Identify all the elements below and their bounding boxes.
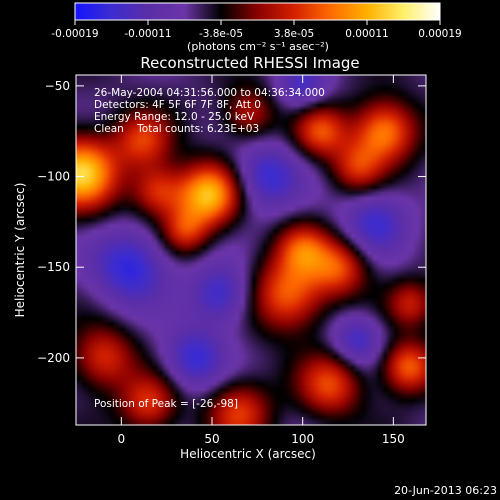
y-tick-label: −100 bbox=[37, 170, 70, 184]
axis-ticks: 0 50 100 150 −50 −100 −150 −200 bbox=[37, 75, 426, 446]
footer-timestamp: 20-Jun-2013 06:23 bbox=[394, 484, 497, 497]
colorbar-tick-label: -3.8e-05 bbox=[199, 28, 243, 40]
x-tick-label: 50 bbox=[204, 432, 219, 446]
colorbar-tick-label: 3.8e-05 bbox=[274, 28, 314, 40]
x-axis-label: Heliocentric X (arcsec) bbox=[180, 447, 316, 461]
annotation-total-counts: Clean Total counts: 6.23E+03 bbox=[94, 123, 259, 135]
colorbar-tick-label: -0.00011 bbox=[124, 28, 171, 40]
annotation-time-range: 26-May-2004 04:31:56.000 to 04:36:34.000 bbox=[94, 87, 325, 99]
chart-title: Reconstructed RHESSI Image bbox=[140, 54, 359, 72]
y-tick-label: −150 bbox=[37, 260, 70, 274]
y-axis-label: Heliocentric Y (arcsec) bbox=[13, 183, 27, 318]
heatmap-image bbox=[76, 75, 426, 425]
annotation-energy-range: Energy Range: 12.0 - 25.0 keV bbox=[94, 111, 255, 123]
colorbar bbox=[74, 2, 441, 21]
colorbar-tick-label: -0.00019 bbox=[51, 28, 98, 40]
colorbar-tick-label: 0.00019 bbox=[418, 28, 461, 40]
colorbar-tick-label: 0.00011 bbox=[345, 28, 388, 40]
y-tick-label: −50 bbox=[45, 79, 70, 93]
annotation-detectors: Detectors: 4F 5F 6F 7F 8F, Att 0 bbox=[94, 99, 261, 111]
plot-frame bbox=[75, 74, 427, 426]
colorbar-unit-label: (photons cm⁻² s⁻¹ asec⁻²) bbox=[187, 40, 329, 53]
x-tick-label: 100 bbox=[291, 432, 314, 446]
x-tick-label: 150 bbox=[382, 432, 405, 446]
colorbar-ticks: -0.00019 -0.00011 -3.8e-05 3.8e-05 0.00011 0.… bbox=[51, 20, 462, 40]
y-tick-label: −200 bbox=[37, 351, 70, 365]
x-tick-label: 0 bbox=[118, 432, 126, 446]
peak-position-label: Position of Peak = [-26,-98] bbox=[94, 398, 238, 410]
